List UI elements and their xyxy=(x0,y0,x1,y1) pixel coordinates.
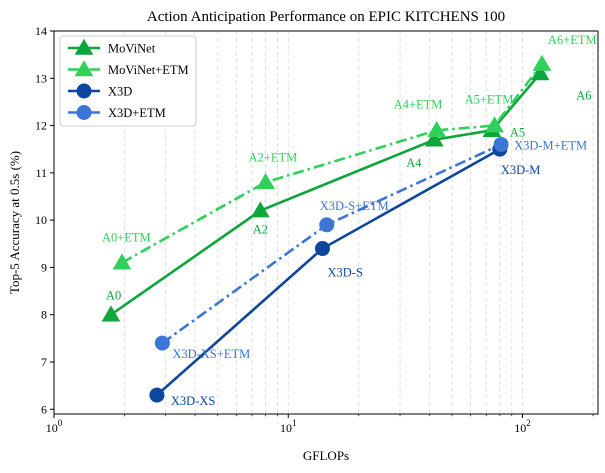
x-axis-title: GFLOPs xyxy=(303,448,349,463)
legend-marker xyxy=(74,38,94,55)
data-point xyxy=(424,130,444,147)
legend-box xyxy=(59,35,197,127)
legend-label: X3D+ETM xyxy=(108,106,166,120)
y-tick-label: 8 xyxy=(41,308,47,322)
data-label: A4+ETM xyxy=(394,97,443,111)
data-label: A5+ETM xyxy=(465,93,514,107)
series-3: X3D-XS+ETM X3D-S+ETM X3D-M+ETM xyxy=(154,136,587,361)
data-label: A0+ETM xyxy=(102,231,151,245)
y-tick-label: 11 xyxy=(35,166,47,180)
legend-label: MoViNet xyxy=(108,42,156,56)
plot-frame xyxy=(53,30,599,415)
y-tick-label: 14 xyxy=(35,24,47,38)
legend-label: MoViNet+ETM xyxy=(108,63,189,77)
legend-marker xyxy=(76,105,92,120)
data-label: X3D-S xyxy=(327,266,362,280)
data-label: X3D-M xyxy=(501,163,541,177)
legend-marker xyxy=(76,83,92,99)
legend-marker xyxy=(74,60,94,77)
y-tick-label: 10 xyxy=(35,213,47,227)
data-point xyxy=(149,387,165,403)
data-label: A5 xyxy=(510,125,525,139)
y-tick-label: 6 xyxy=(41,402,47,416)
data-label: A0 xyxy=(106,289,121,303)
y-axis: 6 7 8 9 10 11 12 13 14 xyxy=(35,24,54,416)
data-point xyxy=(485,116,504,133)
x-tick-label: 100 xyxy=(46,418,63,435)
legend-label: X3D xyxy=(108,85,132,99)
x-tick-label: 101 xyxy=(280,418,297,435)
series-line xyxy=(121,63,543,264)
data-label: X3D-XS xyxy=(171,394,215,408)
legend-item: X3D+ETM xyxy=(68,105,166,120)
data-point xyxy=(101,305,121,322)
y-tick-label: 13 xyxy=(35,71,47,85)
x-axis: 100 101 102 xyxy=(46,414,594,435)
chart-title: Action Anticipation Performance on EPIC … xyxy=(147,9,505,25)
legend: MoViNet MoViNet+ETM X3D X3D+ETM xyxy=(59,35,197,127)
data-point xyxy=(493,136,509,152)
legend-item: MoViNet+ETM xyxy=(68,60,189,77)
data-label: A6 xyxy=(576,89,591,103)
data-label: X3D-M+ETM xyxy=(514,138,587,152)
data-point xyxy=(154,335,170,351)
data-point xyxy=(251,201,270,218)
data-point xyxy=(319,217,335,233)
data-point xyxy=(112,253,132,270)
series-2: X3D-XS X3D-S X3D-M xyxy=(149,141,541,408)
data-label: A2+ETM xyxy=(249,150,298,164)
x-tick-label: 102 xyxy=(514,418,531,435)
data-label: X3D-XS+ETM xyxy=(172,347,250,361)
series-0: A0 A2 A4 A5 A6 xyxy=(101,64,591,322)
data-label: A2 xyxy=(253,223,268,237)
data-point xyxy=(427,120,446,138)
y-axis-title: Top-5 Accuracy at 0.5s (%) xyxy=(7,151,22,294)
data-label: A6+ETM xyxy=(548,33,597,47)
y-tick-label: 7 xyxy=(41,355,47,369)
legend-item: MoViNet xyxy=(68,38,156,56)
data-point xyxy=(314,241,330,257)
legend-item: X3D xyxy=(68,83,132,99)
data-point xyxy=(530,64,550,81)
y-tick-label: 12 xyxy=(35,119,47,133)
data-label: X3D-S+ETM xyxy=(320,199,389,213)
y-tick-label: 9 xyxy=(41,260,47,274)
data-point xyxy=(256,173,275,190)
data-label: A4 xyxy=(406,156,422,170)
series-1: A0+ETM A2+ETM A4+ETM A5+ETM A6+ETM xyxy=(102,33,597,270)
data-point xyxy=(532,54,552,71)
